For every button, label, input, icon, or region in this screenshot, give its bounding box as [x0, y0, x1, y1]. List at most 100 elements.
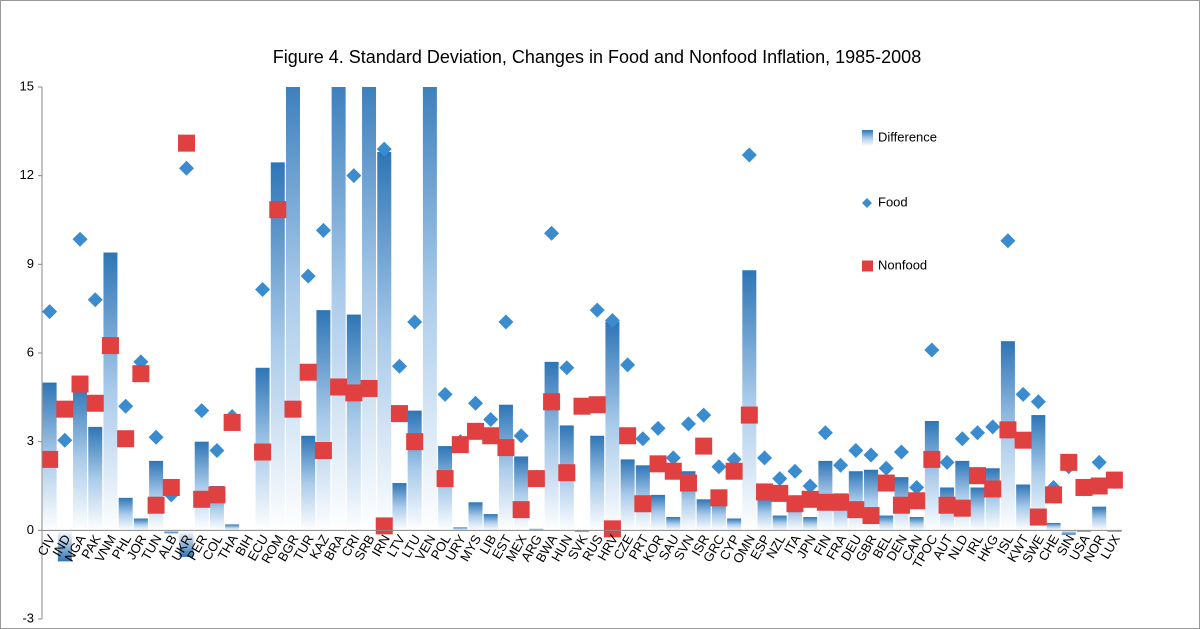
food-marker [969, 425, 985, 441]
bar [483, 514, 498, 531]
food-marker [741, 147, 757, 163]
nonfood-marker [482, 427, 500, 445]
bar [651, 494, 666, 531]
food-marker [711, 459, 727, 475]
nonfood-marker [284, 400, 302, 418]
nonfood-marker [816, 493, 834, 511]
nonfood-marker [558, 464, 576, 482]
nonfood-marker [299, 363, 317, 381]
nonfood-marker [786, 495, 804, 513]
nonfood-marker [832, 493, 850, 511]
food-marker [650, 420, 666, 436]
bar [377, 152, 392, 531]
nonfood-marker [710, 489, 728, 507]
food-marker [620, 357, 636, 373]
bar [970, 487, 985, 531]
bar [103, 252, 118, 531]
bar [1107, 530, 1122, 532]
nonfood-marker [208, 486, 226, 504]
nonfood-marker [56, 400, 74, 418]
bar [544, 361, 559, 531]
bar [772, 515, 787, 531]
bar [164, 530, 179, 534]
nonfood-marker [968, 467, 986, 485]
food-marker [376, 141, 392, 157]
nonfood-marker [436, 470, 454, 488]
nonfood-marker [740, 406, 758, 424]
food-marker [42, 304, 58, 320]
y-tick-label: 15 [20, 78, 34, 93]
bar [422, 87, 437, 531]
bar [1031, 415, 1046, 531]
food-marker [848, 443, 864, 459]
y-tick-label: 0 [27, 522, 34, 537]
bar [453, 527, 468, 531]
bar [620, 459, 635, 531]
nonfood-marker [178, 134, 196, 152]
nonfood-marker [223, 413, 241, 431]
nonfood-marker [406, 433, 424, 451]
nonfood-marker [42, 450, 59, 468]
nonfood-marker [634, 495, 652, 513]
bar [88, 426, 103, 531]
nonfood-marker [1075, 478, 1093, 496]
y-tick-label: 3 [27, 433, 34, 448]
food-marker [72, 231, 88, 247]
nonfood-marker [254, 443, 272, 461]
nonfood-marker [877, 474, 895, 492]
food-marker [817, 425, 833, 441]
food-marker [194, 403, 210, 419]
nonfood-marker [756, 483, 774, 501]
bar [407, 410, 422, 531]
bar [362, 87, 377, 531]
nonfood-marker [117, 430, 135, 448]
nonfood-marker [984, 480, 1002, 498]
nonfood-marker [771, 484, 789, 502]
food-marker [893, 444, 909, 460]
food-marker [118, 398, 134, 414]
food-marker [209, 443, 225, 459]
nonfood-marker [345, 384, 363, 402]
nonfood-marker [1105, 471, 1123, 489]
nonfood-marker [649, 455, 667, 473]
legend-label: Food [878, 194, 908, 209]
bar [605, 321, 620, 531]
bar [498, 404, 513, 531]
bar [727, 518, 742, 531]
bar [742, 270, 757, 531]
nonfood-marker [375, 517, 393, 535]
food-marker [1091, 454, 1107, 470]
nonfood-marker [451, 436, 469, 454]
food-marker [604, 312, 620, 328]
food-marker [985, 419, 1001, 435]
bar [133, 518, 148, 531]
nonfood-marker [390, 405, 408, 423]
nonfood-marker [801, 490, 819, 508]
y-tick-label: -3 [22, 610, 34, 625]
nonfood-marker [1014, 431, 1032, 449]
nonfood-marker [619, 427, 637, 445]
bar [1076, 530, 1091, 532]
food-marker [300, 268, 316, 284]
food-marker [346, 168, 362, 184]
bar [438, 446, 453, 531]
food-marker [909, 479, 925, 495]
nonfood-marker [695, 437, 713, 455]
nonfood-marker [132, 365, 150, 383]
food-marker [665, 450, 681, 466]
food-marker [787, 463, 803, 479]
bar [955, 460, 970, 531]
nonfood-marker [467, 422, 485, 440]
bar [270, 162, 285, 531]
nonfood-marker [725, 462, 743, 480]
bar [924, 420, 939, 531]
nonfood-marker [543, 393, 561, 411]
bar [909, 517, 924, 531]
y-tick-label: 12 [20, 167, 34, 182]
food-marker [391, 358, 407, 374]
nonfood-marker [71, 375, 89, 393]
food-marker [148, 429, 164, 445]
nonfood-marker [938, 496, 956, 514]
bar [194, 441, 209, 531]
bar [285, 87, 300, 531]
